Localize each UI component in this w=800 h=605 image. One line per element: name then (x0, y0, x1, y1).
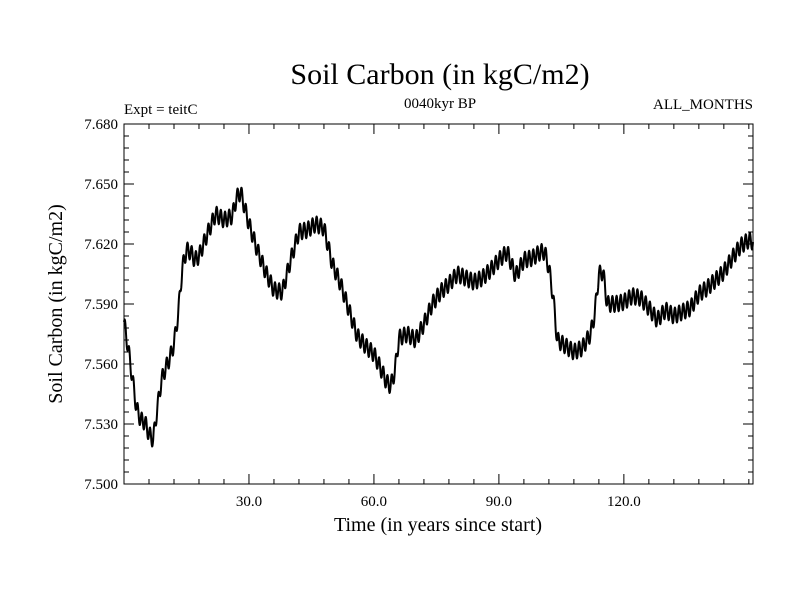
soil-carbon-series-line (123, 186, 754, 448)
experiment-label: Expt = teitC (124, 102, 197, 118)
x-tick-label: 90.0 (486, 494, 512, 510)
y-axis-title: Soil Carbon (in kgC/m2) (45, 204, 67, 403)
x-axis-title: Time (in years since start) (334, 514, 542, 536)
x-tick-label: 60.0 (361, 494, 387, 510)
y-tick-label: 7.680 (84, 117, 118, 133)
period-label: 0040kyr BP (404, 96, 476, 112)
y-tick-label: 7.560 (84, 357, 118, 373)
y-tick-label: 7.620 (84, 237, 118, 253)
y-tick-label: 7.500 (84, 477, 118, 493)
x-axis: 30.0 60.0 90.0 120.0 (148, 124, 750, 510)
months-label: ALL_MONTHS (653, 97, 753, 113)
x-tick-label: 120.0 (607, 494, 641, 510)
plot-frame (123, 123, 754, 485)
y-tick-label: 7.650 (84, 177, 118, 193)
y-tick-label: 7.530 (84, 417, 118, 433)
y-axis: 7.500 7.530 7.560 7.590 7.620 7.650 7.680 (84, 117, 753, 493)
chart-title: Soil Carbon (in kgC/m2) (290, 58, 589, 91)
y-tick-label: 7.590 (84, 297, 118, 313)
x-tick-label: 30.0 (236, 494, 262, 510)
